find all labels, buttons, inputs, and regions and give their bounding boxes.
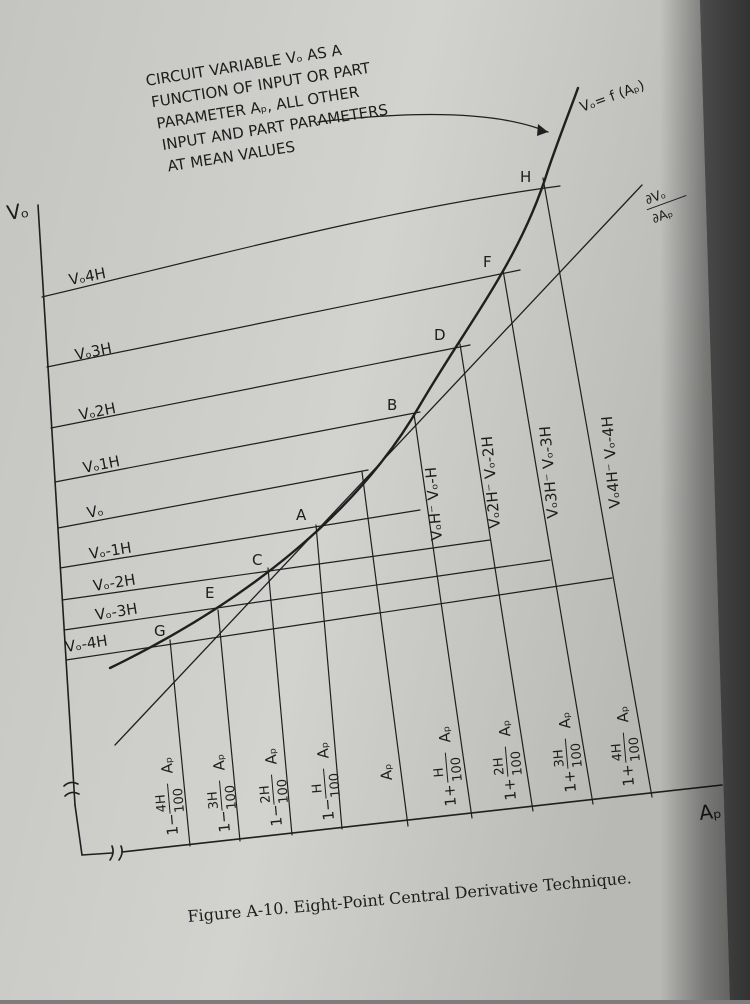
point-label-a: A: [296, 506, 307, 524]
svg-text:Aₚ: Aₚ: [555, 711, 574, 729]
svg-text:Aₚ: Aₚ: [261, 747, 280, 765]
svg-text:Aₚ: Aₚ: [495, 719, 514, 737]
svg-text:3H: 3H: [205, 791, 222, 810]
svg-text:1−: 1−: [162, 813, 182, 837]
point-label-d: D: [434, 326, 446, 344]
svg-text:100: 100: [509, 750, 526, 776]
svg-text:Aₚ: Aₚ: [313, 741, 332, 759]
svg-text:4H: 4H: [153, 794, 170, 813]
level-label: Vₒ: [85, 501, 105, 522]
svg-text:3H: 3H: [551, 749, 568, 768]
svg-text:H: H: [432, 767, 448, 778]
svg-text:100: 100: [171, 787, 188, 813]
svg-text:Aₚ: Aₚ: [157, 756, 176, 774]
svg-text:100: 100: [223, 784, 240, 810]
svg-text:1−: 1−: [214, 810, 234, 834]
svg-text:100: 100: [275, 778, 292, 804]
svg-text:2H: 2H: [257, 785, 274, 804]
svg-text:1+: 1+: [440, 784, 460, 808]
point-label-e: E: [205, 584, 214, 602]
x-axis-label: Aₚ: [698, 798, 723, 825]
point-label-f: F: [483, 253, 492, 271]
point-label-b: B: [387, 396, 397, 414]
svg-text:2H: 2H: [491, 757, 508, 776]
svg-text:1+: 1+: [618, 764, 638, 788]
svg-text:1−: 1−: [318, 798, 338, 822]
svg-text:100: 100: [327, 772, 344, 798]
x-tick-label: Aₚ: [377, 763, 396, 781]
point-label-g: G: [154, 622, 166, 640]
y-axis-label: Vₒ: [5, 198, 30, 225]
svg-text:Aₚ: Aₚ: [209, 753, 228, 771]
svg-text:1+: 1+: [500, 778, 520, 802]
svg-text:1−: 1−: [266, 804, 286, 828]
point-label-h: H: [520, 168, 531, 186]
point-label-c: C: [252, 551, 262, 569]
svg-text:100: 100: [449, 756, 466, 782]
svg-text:H: H: [310, 783, 326, 794]
svg-text:1+: 1+: [560, 770, 580, 794]
svg-text:Aₚ: Aₚ: [435, 725, 454, 743]
svg-text:Aₚ: Aₚ: [613, 705, 632, 723]
svg-text:100: 100: [627, 736, 644, 762]
svg-text:Aₚ: Aₚ: [377, 763, 396, 781]
svg-text:4H: 4H: [609, 743, 626, 762]
svg-text:100: 100: [569, 742, 586, 768]
